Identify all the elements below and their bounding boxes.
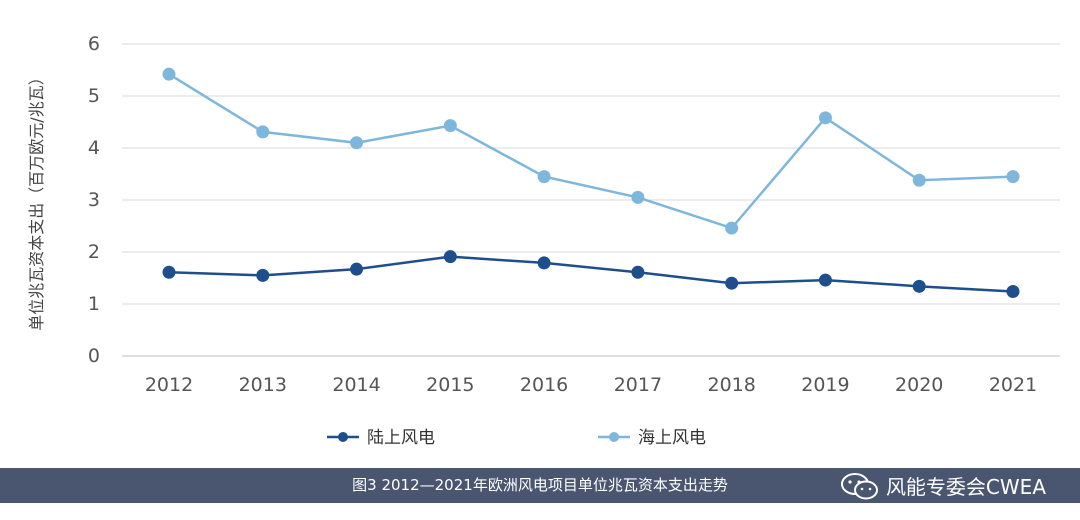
- series-line: [168, 73, 1014, 230]
- x-tick-label: 2021: [989, 374, 1037, 396]
- data-point: [256, 268, 270, 282]
- legend-swatch-marker: [609, 432, 619, 442]
- data-point: [350, 262, 364, 276]
- data-point: [162, 265, 176, 279]
- data-point: [350, 136, 364, 150]
- data-point: [818, 111, 832, 125]
- data-point: [162, 67, 176, 81]
- watermark-text: 风能专委会CWEA: [885, 475, 1046, 499]
- caption-bar: 图3 2012—2021年欧洲风电项目单位兆瓦资本支出走势 风能专委会CWEA: [0, 468, 1080, 503]
- series-line: [168, 255, 1014, 293]
- data-point: [1006, 285, 1020, 299]
- data-point: [631, 190, 645, 204]
- y-tick-label: 0: [88, 345, 100, 367]
- legend: 陆上风电 海上风电: [327, 428, 706, 448]
- legend-label: 陆上风电: [367, 428, 435, 448]
- x-tick-label: 2020: [895, 374, 943, 396]
- grid-lines: [122, 43, 1060, 357]
- data-point: [256, 125, 270, 139]
- data-point: [443, 250, 457, 264]
- x-tick-label: 2012: [145, 374, 193, 396]
- y-tick-label: 4: [88, 137, 100, 159]
- data-point: [912, 173, 926, 187]
- series-2: [162, 67, 1020, 235]
- y-tick-label: 2: [88, 241, 100, 263]
- line-chart: 0 1 2 3 4 5 6 2012 2013 2014 2015 2016 2017 2018 2019…: [27, 33, 1060, 448]
- x-tick-label: 2018: [707, 374, 755, 396]
- x-tick-label: 2017: [614, 374, 662, 396]
- series-1: [162, 250, 1020, 299]
- data-point: [912, 279, 926, 293]
- data-point: [443, 119, 457, 133]
- y-axis-label: 单位兆瓦资本支出（百万欧元/兆瓦）: [27, 69, 46, 330]
- y-tick-label: 6: [88, 33, 100, 55]
- data-point: [725, 221, 739, 235]
- x-tick-label: 2016: [520, 374, 568, 396]
- figure-caption: 图3 2012—2021年欧洲风电项目单位兆瓦资本支出走势: [352, 476, 728, 494]
- data-point: [537, 256, 551, 270]
- legend-label: 海上风电: [638, 428, 706, 448]
- data-point: [725, 276, 739, 290]
- data-point: [818, 273, 832, 287]
- legend-item: 海上风电: [598, 428, 706, 448]
- x-tick-labels: 2012 2013 2014 2015 2016 2017 2018 2019 2020 2021: [145, 374, 1037, 396]
- watermark: 风能专委会CWEA: [840, 468, 1046, 503]
- legend-item: 陆上风电: [327, 428, 435, 448]
- x-tick-label: 2014: [332, 374, 380, 396]
- data-point: [1006, 170, 1020, 184]
- y-tick-labels: 0 1 2 3 4 5 6: [88, 33, 100, 367]
- legend-swatch-marker: [338, 432, 348, 442]
- data-point: [631, 265, 645, 279]
- y-tick-label: 5: [88, 85, 100, 107]
- data-point: [537, 170, 551, 184]
- x-tick-label: 2015: [426, 374, 474, 396]
- wechat-icon: [840, 472, 878, 499]
- y-tick-label: 1: [88, 293, 100, 315]
- x-tick-label: 2013: [239, 374, 287, 396]
- series-group: [162, 67, 1020, 299]
- y-tick-label: 3: [88, 189, 100, 211]
- x-tick-label: 2019: [801, 374, 849, 396]
